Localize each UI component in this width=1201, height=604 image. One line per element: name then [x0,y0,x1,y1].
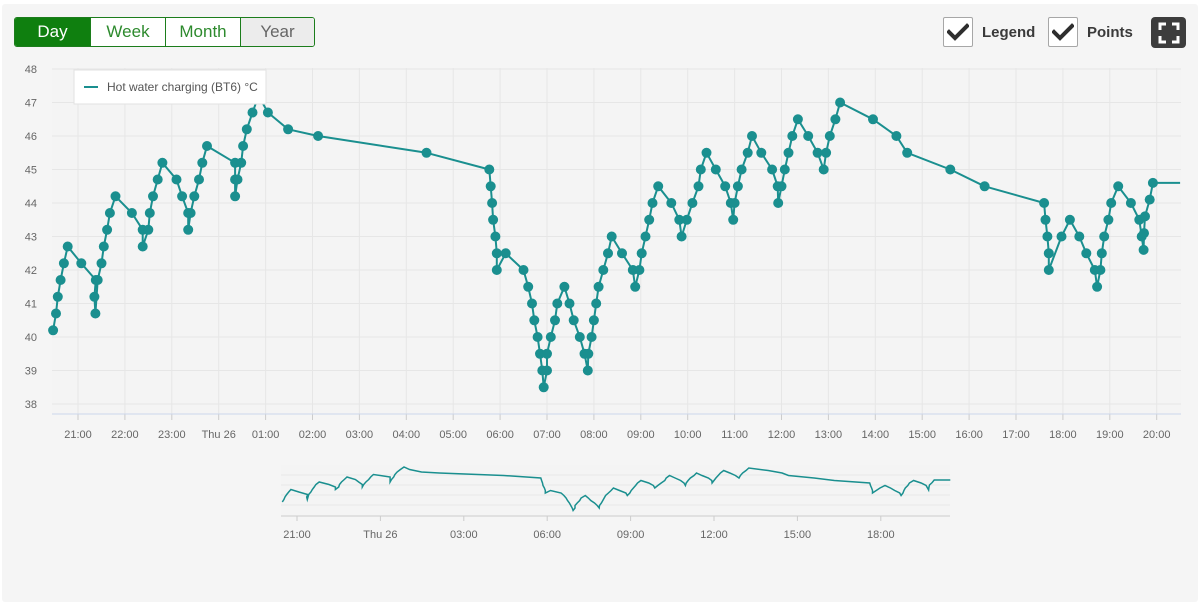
tab-week[interactable]: Week [91,18,166,46]
legend-toggle[interactable]: Legend [943,16,1035,48]
points-checkbox[interactable] [1048,17,1078,47]
chart-panel [2,4,1198,602]
legend-checkbox[interactable] [943,17,973,47]
points-toggle[interactable]: Points [1048,16,1133,48]
points-toggle-label: Points [1087,23,1133,41]
check-icon [1052,23,1074,41]
tab-month[interactable]: Month [166,18,241,46]
fullscreen-icon [1158,22,1179,43]
range-tabs: Day Week Month Year [14,17,315,47]
legend-toggle-label: Legend [982,23,1036,41]
tab-year[interactable]: Year [241,18,314,46]
check-icon [947,23,969,41]
tab-day[interactable]: Day [15,18,91,46]
fullscreen-button[interactable] [1151,17,1186,48]
